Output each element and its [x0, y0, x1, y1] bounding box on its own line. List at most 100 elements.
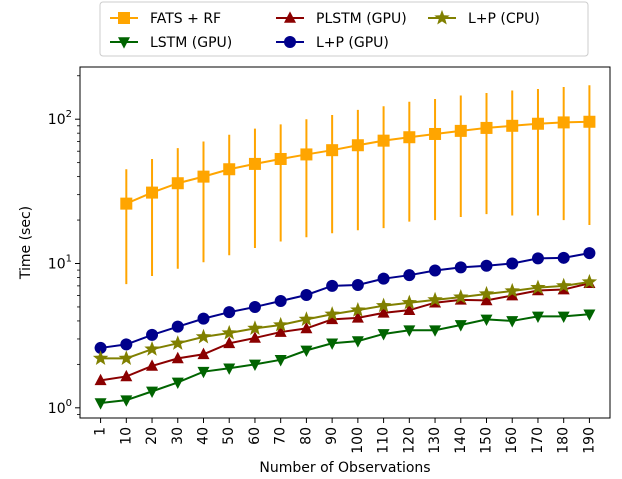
data-point — [326, 312, 339, 325]
data-point — [92, 350, 109, 365]
data-point — [557, 311, 570, 324]
data-point — [478, 285, 495, 301]
data-point — [350, 302, 366, 317]
x-tick-label: 120 — [401, 427, 417, 454]
data-point — [146, 186, 159, 199]
data-point — [351, 139, 364, 152]
data-point — [274, 152, 287, 165]
data-point — [506, 119, 519, 132]
x-tick-label: 130 — [427, 427, 443, 454]
data-point — [454, 261, 467, 274]
legend-label: L+P (GPU) — [316, 35, 389, 51]
data-point — [146, 328, 159, 341]
data-point — [403, 131, 416, 144]
data-point — [351, 311, 364, 323]
legend-label: FATS + RF — [150, 11, 221, 27]
data-point — [197, 366, 210, 379]
data-point — [221, 324, 237, 340]
x-tick-label: 150 — [479, 427, 495, 454]
data-point — [120, 369, 133, 382]
data-point — [94, 341, 107, 354]
legend: FATS + RF LSTM (GPU) PLSTM (GPU) L+P (GPU) L… — [99, 1, 589, 57]
data-point — [531, 252, 544, 265]
legend-marker — [284, 11, 296, 23]
data-point — [401, 294, 418, 310]
data-point — [555, 277, 572, 293]
data-point — [557, 251, 570, 264]
x-tick-label: 140 — [453, 427, 469, 454]
x-axis-label: Number of Observations — [259, 460, 430, 476]
x-tick-label: 90 — [324, 427, 340, 445]
data-point — [223, 363, 236, 375]
data-point — [583, 309, 596, 321]
data-point — [377, 306, 390, 318]
legend-entry: FATS + RF — [110, 11, 221, 27]
legend-entry: L+P (GPU) — [276, 35, 389, 51]
x-tick-label: 70 — [273, 427, 289, 445]
x-tick-label: 110 — [376, 427, 392, 454]
data-point — [454, 320, 467, 332]
data-point — [531, 117, 544, 130]
data-point — [197, 312, 210, 325]
legend-marker — [118, 12, 130, 24]
data-point — [480, 121, 493, 134]
x-tick-label: 160 — [504, 427, 520, 454]
legend-entry: PLSTM (GPU) — [276, 11, 407, 27]
x-tick-label: 180 — [556, 427, 572, 454]
legend-label: PLSTM (GPU) — [316, 11, 407, 27]
series-lstm-gpu- — [94, 309, 596, 410]
data-point — [504, 282, 520, 298]
x-tick-label: 30 — [170, 427, 186, 445]
data-point — [375, 297, 392, 313]
y-tick-label: 100 — [48, 398, 72, 417]
data-point — [300, 345, 313, 357]
data-point — [531, 311, 544, 324]
x-tick-label: 100 — [350, 427, 366, 454]
data-point — [429, 127, 442, 140]
data-point — [403, 303, 416, 315]
data-point — [120, 338, 133, 351]
data-point — [453, 289, 469, 304]
data-point — [377, 329, 390, 341]
data-point — [146, 359, 159, 371]
data-point — [351, 336, 364, 348]
data-point — [480, 314, 493, 326]
data-point — [248, 331, 261, 343]
data-point — [170, 335, 186, 350]
data-point — [94, 373, 107, 386]
data-point — [223, 306, 236, 319]
x-tick-label: 60 — [247, 427, 263, 445]
data-point — [195, 328, 212, 344]
legend-marker — [284, 36, 296, 48]
x-tick-label: 80 — [298, 427, 314, 445]
data-point — [351, 278, 364, 291]
data-point — [506, 257, 519, 270]
data-point — [324, 306, 340, 321]
y-tick-label: 101 — [48, 254, 72, 273]
x-tick-label: 40 — [196, 427, 212, 445]
legend-marker — [434, 9, 450, 25]
data-point — [377, 272, 390, 285]
data-point — [274, 325, 287, 337]
data-point — [274, 355, 287, 367]
data-point — [248, 157, 261, 170]
y-tick-label: 102 — [48, 109, 72, 128]
data-point — [530, 279, 546, 295]
data-point — [429, 264, 442, 277]
data-point — [480, 293, 493, 306]
series-fats-rf — [120, 85, 596, 285]
data-point — [583, 247, 596, 260]
x-tick-label: 20 — [144, 427, 160, 445]
data-point — [326, 144, 339, 157]
data-point — [144, 341, 160, 356]
data-point — [326, 338, 339, 350]
data-point — [403, 269, 416, 282]
data-point — [247, 320, 263, 335]
data-point — [300, 289, 313, 302]
data-point — [377, 134, 390, 147]
data-point — [120, 197, 133, 210]
data-point — [197, 347, 210, 360]
data-point — [223, 336, 236, 349]
legend-entry: LSTM (GPU) — [110, 35, 232, 51]
